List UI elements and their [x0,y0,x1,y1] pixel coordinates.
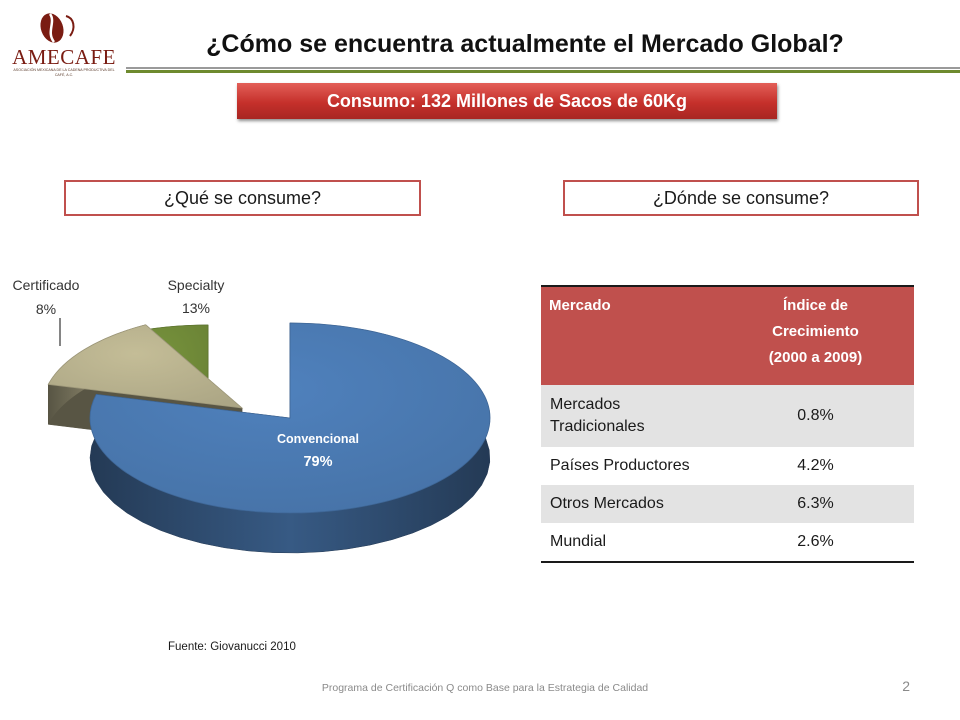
table-row: Mercados Tradicionales 0.8% [541,385,914,447]
header-mercado-label: Mercado [549,297,611,314]
page-title: ¿Cómo se encuentra actualmente el Mercad… [206,30,844,58]
title-divider [126,67,960,69]
header-indice-line1: Índice de [782,297,849,314]
header-indice: Índice de Crecimiento (2000 a 2009) [717,285,914,385]
slice-label-specialty: Specialty [168,277,225,293]
slice-value-specialty: 13% [182,300,210,316]
donde-se-consume-box: ¿Dónde se consume? [563,180,919,216]
donde-se-consume-label: ¿Dónde se consume? [652,187,830,208]
consumo-banner: Consumo: 132 Millones de Sacos de 60Kg [237,83,777,119]
cell-indice: 2.6% [717,523,914,563]
que-se-consume-box: ¿Qué se consume? [64,180,421,216]
consumo-banner-text: Consumo: 132 Millones de Sacos de 60Kg [326,90,688,111]
footer-text: Programa de Certificación Q como Base pa… [321,682,649,694]
consumption-pie-chart: Convencional 79% Specialty 13% Certificado 8% [13,277,491,554]
slice-value-certificado: 8% [36,301,56,317]
table-row: Otros Mercados 6.3% [541,485,914,523]
logo-text: AMECAFE [12,45,116,69]
table-header-row: Mercado Índice de Crecimiento (2000 a 20… [541,285,914,385]
cell-mercado: Mundial [541,523,717,563]
pie-slice-top [89,322,491,514]
slice-value-convencional: 79% [303,454,332,470]
pie-slice-top [47,324,244,409]
cell-mercado: Otros Mercados [541,485,717,523]
slice-label-convencional: Convencional [277,432,359,446]
header-mercado: Mercado [541,285,717,385]
table-row: Países Productores 4.2% [541,447,914,485]
cell-indice: 0.8% [717,385,914,447]
source-note: Fuente: Giovanucci 2010 [168,641,296,653]
table-row: Mundial 2.6% [541,523,914,563]
growth-index-table: Mercado Índice de Crecimiento (2000 a 20… [541,285,914,563]
que-se-consume-label: ¿Qué se consume? [163,187,322,208]
header-indice-line2: Crecimiento [772,323,859,340]
cell-indice: 6.3% [717,485,914,523]
cell-mercado: Mercados Tradicionales [541,385,717,447]
logo-subtitle: ASOCIACIÓN MEXICANA DE LA CADENA PRODUCT… [13,68,115,77]
slice-label-certificado: Certificado [13,277,80,293]
amecafe-logo: AMECAFE ASOCIACIÓN MEXICANA DE LA CADENA… [4,8,124,78]
cell-mercado: Países Productores [541,447,717,485]
cell-indice: 4.2% [717,447,914,485]
page-number: 2 [902,678,910,694]
header-indice-line3: (2000 a 2009) [768,349,863,366]
pie-slice-convencional [89,322,491,554]
title-divider-accent [126,70,960,73]
coffee-bean-icon [40,13,75,43]
